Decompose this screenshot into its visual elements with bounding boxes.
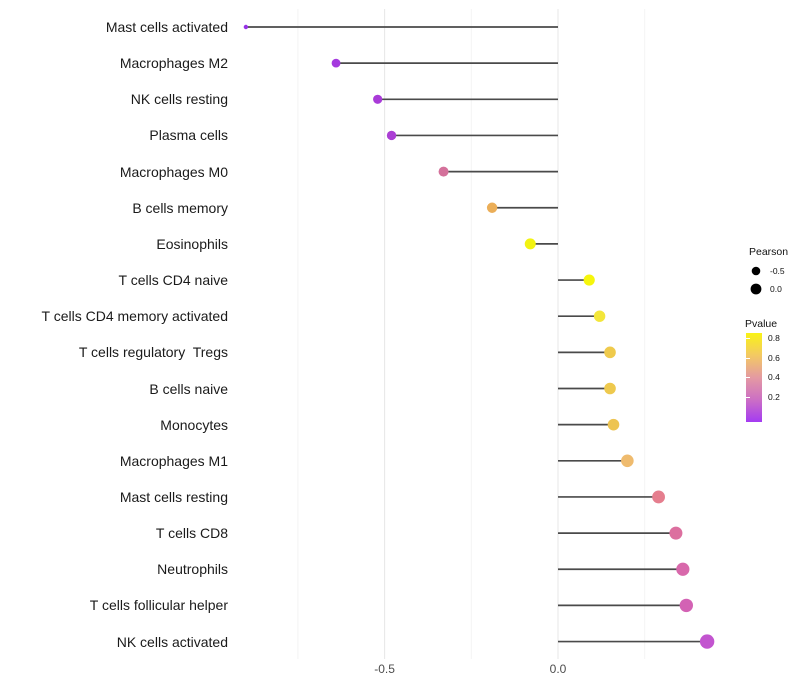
lollipop-point bbox=[438, 166, 449, 177]
y-axis-label: Mast cells activated bbox=[105, 19, 228, 35]
y-axis-label: Eosinophils bbox=[156, 235, 228, 252]
y-axis-label: T cells CD8 bbox=[155, 525, 228, 542]
y-axis-label: B cells memory bbox=[132, 199, 228, 216]
lollipop-point bbox=[486, 202, 498, 213]
lollipop-point bbox=[373, 94, 383, 104]
lollipop-point bbox=[593, 310, 606, 322]
pvalue-colorbar-label: 0.4 bbox=[768, 372, 780, 383]
pvalue-colorbar-label: 0.6 bbox=[768, 352, 780, 363]
lollipop-point bbox=[621, 454, 634, 468]
lollipop-point bbox=[331, 58, 341, 68]
pvalue-colorbar-tick bbox=[746, 396, 750, 398]
legend-pvalue-title: Pvalue bbox=[745, 318, 778, 330]
lollipop-point bbox=[679, 598, 694, 613]
lollipop-point bbox=[699, 634, 715, 649]
x-axis-tick-label: -0.5 bbox=[374, 662, 395, 676]
x-axis-tick-label: 0.0 bbox=[549, 662, 567, 676]
pvalue-colorbar-tick bbox=[746, 357, 750, 359]
legend-size-dot bbox=[750, 283, 762, 295]
legend-size-label: -0.5 bbox=[770, 266, 785, 276]
y-axis-label: Macrophages M2 bbox=[119, 55, 228, 72]
pvalue-colorbar-tick bbox=[746, 337, 750, 339]
pvalue-colorbar-label: 0.2 bbox=[768, 391, 780, 402]
lollipop-point bbox=[604, 382, 616, 395]
lollipop-point bbox=[243, 24, 249, 30]
y-axis-label: Macrophages M0 bbox=[119, 163, 228, 180]
lollipop-point bbox=[386, 130, 397, 141]
legend-pearson-title: Pearson bbox=[749, 246, 789, 258]
y-axis-label: NK cells resting bbox=[130, 91, 228, 108]
legend-size-label: 0.0 bbox=[770, 284, 782, 294]
y-axis-label: T cells CD4 naive bbox=[118, 272, 228, 289]
pvalue-colorbar bbox=[746, 333, 762, 422]
pvalue-colorbar-label: 0.8 bbox=[768, 332, 780, 343]
lollipop-point bbox=[524, 238, 536, 250]
y-axis-label: Mast cells resting bbox=[119, 488, 228, 505]
y-axis-label: T cells regulatory Tregs bbox=[78, 344, 228, 361]
pvalue-colorbar-tick bbox=[746, 377, 750, 379]
lollipop-point bbox=[604, 346, 616, 359]
legend-size-dot bbox=[751, 266, 761, 276]
lollipop-point bbox=[652, 490, 665, 504]
y-axis-label: B cells naive bbox=[149, 380, 228, 397]
y-axis-label: Neutrophils bbox=[157, 561, 228, 578]
y-axis-label: Macrophages M1 bbox=[119, 452, 228, 469]
y-axis-label: NK cells activated bbox=[116, 633, 228, 650]
lollipop-point bbox=[669, 526, 683, 540]
lollipop-point bbox=[607, 418, 620, 431]
y-axis-label: Plasma cells bbox=[149, 127, 228, 144]
y-axis-label: T cells CD4 memory activated bbox=[41, 308, 228, 325]
lollipop-point bbox=[676, 562, 690, 576]
y-axis-label: Monocytes bbox=[160, 416, 228, 433]
lollipop-point bbox=[583, 274, 595, 286]
y-axis-label: T cells follicular helper bbox=[89, 597, 228, 614]
legend-size-dots bbox=[750, 266, 762, 295]
